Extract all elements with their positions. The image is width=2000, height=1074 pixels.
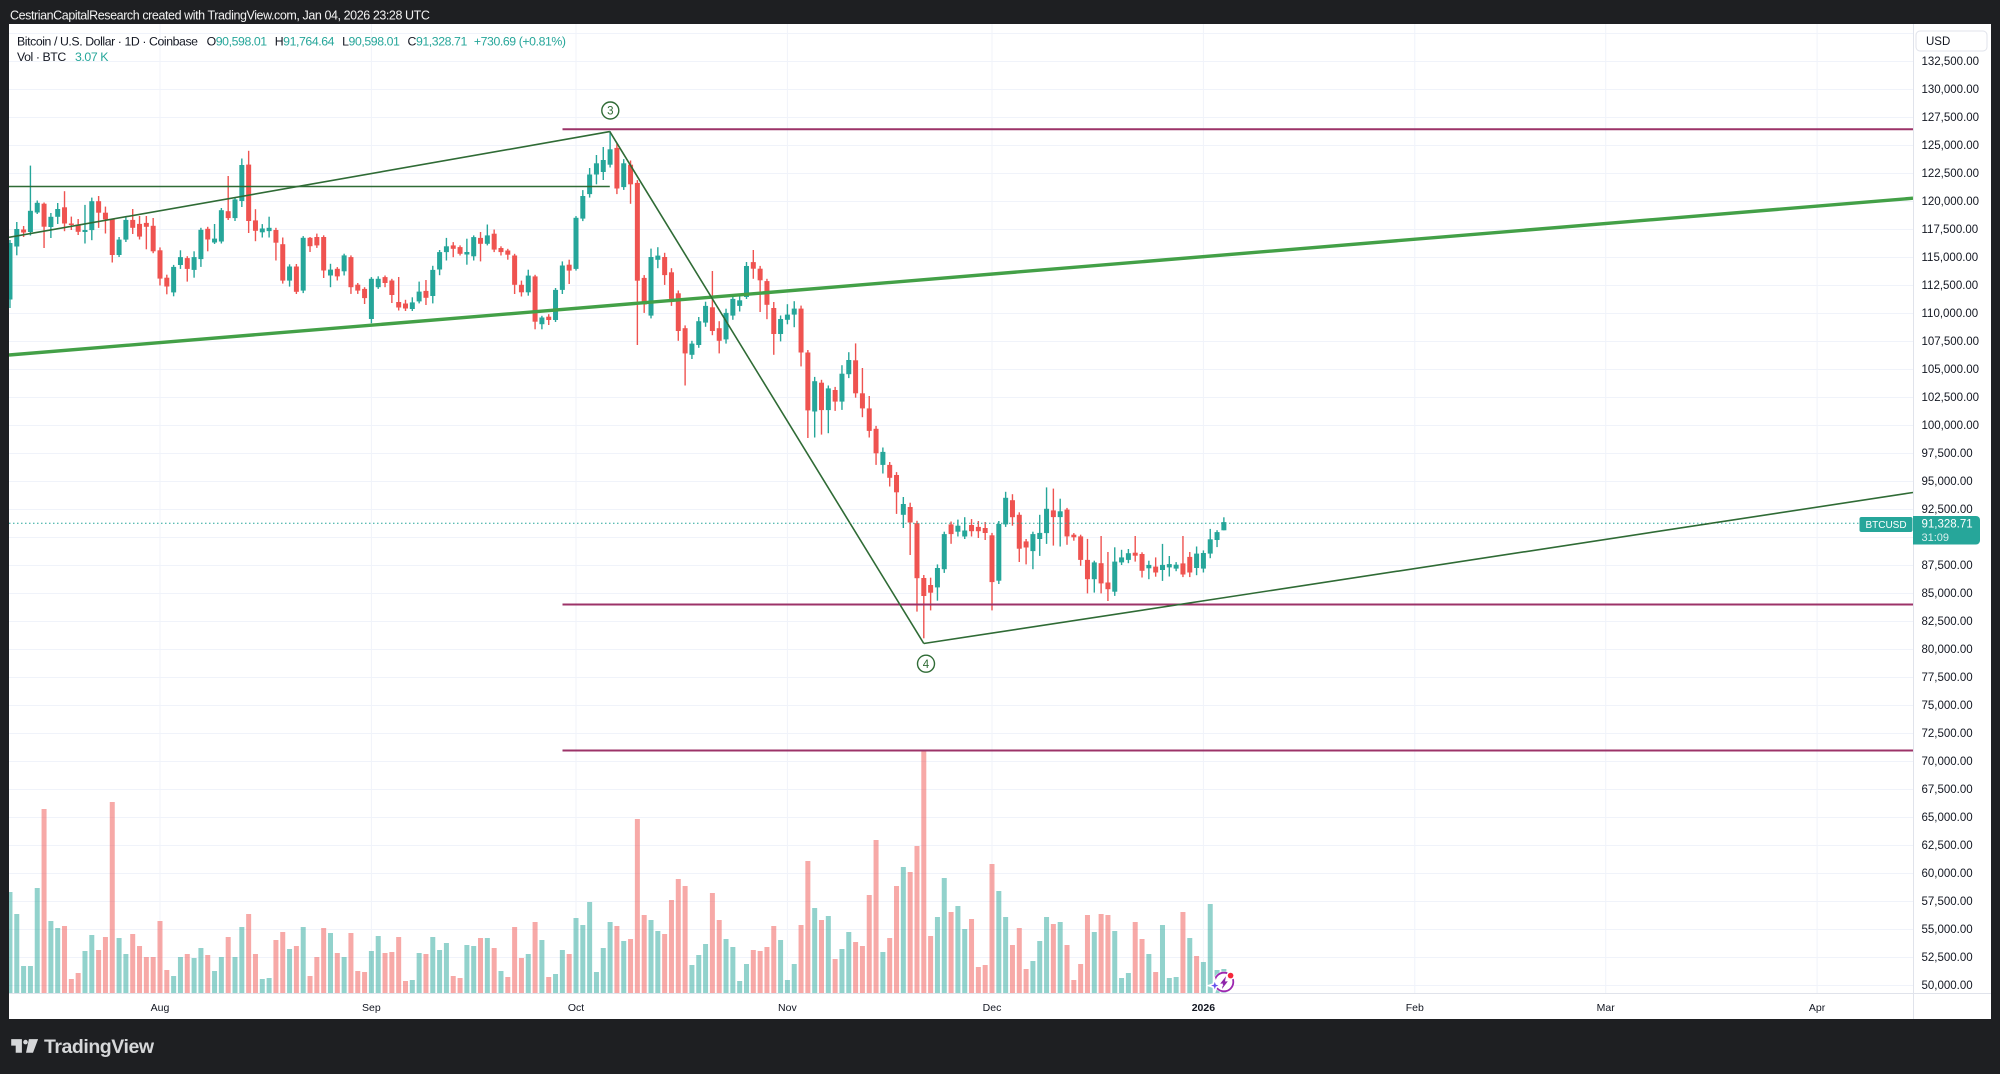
svg-text:CestrianCapitalResearch create: CestrianCapitalResearch created with Tra… — [10, 9, 430, 23]
svg-text:82,500.00: 82,500.00 — [1922, 616, 1973, 628]
svg-text:132,500.00: 132,500.00 — [1922, 56, 1980, 68]
svg-text:92,500.00: 92,500.00 — [1922, 504, 1973, 516]
svg-text:62,500.00: 62,500.00 — [1922, 840, 1973, 852]
svg-text:USD: USD — [1926, 36, 1950, 48]
svg-text:52,500.00: 52,500.00 — [1922, 952, 1973, 964]
svg-text:55,000.00: 55,000.00 — [1922, 924, 1973, 936]
svg-text:72,500.00: 72,500.00 — [1922, 728, 1973, 740]
svg-text:80,000.00: 80,000.00 — [1922, 644, 1973, 656]
svg-text:67,500.00: 67,500.00 — [1922, 784, 1973, 796]
svg-text:Dec: Dec — [983, 1002, 1002, 1014]
svg-text:97,500.00: 97,500.00 — [1922, 448, 1973, 460]
svg-text:77,500.00: 77,500.00 — [1922, 672, 1973, 684]
svg-text:87,500.00: 87,500.00 — [1922, 560, 1973, 572]
svg-text:95,000.00: 95,000.00 — [1922, 476, 1973, 488]
svg-text:3.07 K: 3.07 K — [75, 50, 109, 64]
svg-text:4: 4 — [923, 659, 930, 671]
svg-text:Oct: Oct — [568, 1002, 584, 1014]
svg-text:2026: 2026 — [1192, 1002, 1216, 1014]
svg-text:85,000.00: 85,000.00 — [1922, 588, 1973, 600]
svg-text:122,500.00: 122,500.00 — [1922, 168, 1980, 180]
svg-text:BTCUSD: BTCUSD — [1865, 520, 1906, 531]
svg-text:112,500.00: 112,500.00 — [1922, 280, 1979, 292]
svg-text:127,500.00: 127,500.00 — [1922, 112, 1980, 124]
svg-text:Mar: Mar — [1597, 1002, 1616, 1014]
svg-text:57,500.00: 57,500.00 — [1922, 896, 1973, 908]
svg-text:110,000.00: 110,000.00 — [1922, 308, 1979, 320]
svg-text:105,000.00: 105,000.00 — [1922, 364, 1980, 376]
svg-text:117,500.00: 117,500.00 — [1922, 224, 1979, 236]
svg-text:Feb: Feb — [1406, 1002, 1424, 1014]
svg-text:Bitcoin / U.S. Dollar · 1D · C: Bitcoin / U.S. Dollar · 1D · Coinbase O90… — [17, 34, 566, 48]
svg-text:60,000.00: 60,000.00 — [1922, 868, 1973, 880]
svg-text:70,000.00: 70,000.00 — [1922, 756, 1973, 768]
svg-text:75,000.00: 75,000.00 — [1922, 700, 1973, 712]
svg-text:100,000.00: 100,000.00 — [1922, 420, 1980, 432]
svg-text:50,000.00: 50,000.00 — [1922, 980, 1973, 992]
svg-text:130,000.00: 130,000.00 — [1922, 84, 1980, 96]
svg-text:Sep: Sep — [362, 1002, 381, 1014]
svg-text:3: 3 — [607, 106, 613, 118]
svg-text:107,500.00: 107,500.00 — [1922, 336, 1980, 348]
svg-text:TradingView: TradingView — [44, 1036, 155, 1058]
svg-text:125,000.00: 125,000.00 — [1922, 140, 1980, 152]
svg-text:Vol · BTC: Vol · BTC — [17, 50, 66, 64]
svg-text:91,328.71: 91,328.71 — [1922, 519, 1973, 531]
svg-text:115,000.00: 115,000.00 — [1922, 252, 1979, 264]
svg-text:120,000.00: 120,000.00 — [1922, 196, 1980, 208]
svg-text:Apr: Apr — [1809, 1002, 1826, 1014]
svg-text:Aug: Aug — [151, 1002, 170, 1014]
svg-text:31:09: 31:09 — [1922, 532, 1950, 544]
svg-text:65,000.00: 65,000.00 — [1922, 812, 1973, 824]
svg-text:Nov: Nov — [778, 1002, 797, 1014]
svg-text:102,500.00: 102,500.00 — [1922, 392, 1980, 404]
